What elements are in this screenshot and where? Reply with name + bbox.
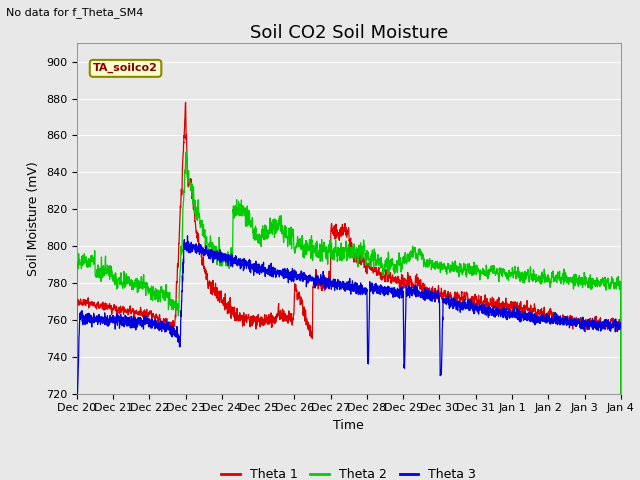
Theta 3 — [534, 319, 542, 325]
Text: No data for f_Theta_SM4: No data for f_Theta_SM4 — [6, 7, 144, 18]
Legend: Theta 1, Theta 2, Theta 3: Theta 1, Theta 2, Theta 3 — [216, 463, 481, 480]
Theta 3 — [74, 396, 81, 402]
Theta 2 — [184, 175, 192, 180]
Theta 1 — [184, 184, 192, 190]
Theta 3 — [467, 306, 474, 312]
Theta 2 — [611, 282, 619, 288]
Theta 1 — [534, 307, 541, 312]
Title: Soil CO2 Soil Moisture: Soil CO2 Soil Moisture — [250, 24, 448, 42]
Text: TA_soilco2: TA_soilco2 — [93, 63, 158, 73]
Theta 1 — [467, 297, 474, 303]
Theta 3 — [611, 322, 619, 328]
Theta 1 — [419, 288, 426, 293]
Theta 3 — [419, 292, 426, 298]
Theta 2 — [467, 269, 474, 275]
Theta 2 — [501, 272, 509, 277]
Theta 2 — [419, 252, 426, 258]
Theta 1 — [182, 99, 189, 105]
Line: Theta 2: Theta 2 — [77, 152, 621, 480]
Theta 3 — [502, 312, 509, 317]
Theta 3 — [184, 233, 191, 239]
Theta 3 — [617, 326, 625, 332]
Line: Theta 3: Theta 3 — [77, 236, 621, 399]
Y-axis label: Soil Moisture (mV): Soil Moisture (mV) — [28, 161, 40, 276]
Theta 1 — [501, 304, 509, 310]
Theta 2 — [534, 276, 541, 281]
Theta 2 — [182, 149, 190, 155]
Theta 3 — [185, 239, 193, 244]
Theta 3 — [73, 386, 81, 392]
Theta 1 — [611, 317, 619, 323]
X-axis label: Time: Time — [333, 419, 364, 432]
Line: Theta 1: Theta 1 — [77, 102, 621, 480]
